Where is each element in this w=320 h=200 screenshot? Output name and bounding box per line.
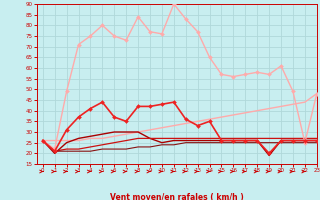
X-axis label: Vent moyen/en rafales ( km/h ): Vent moyen/en rafales ( km/h ) [110,193,244,200]
